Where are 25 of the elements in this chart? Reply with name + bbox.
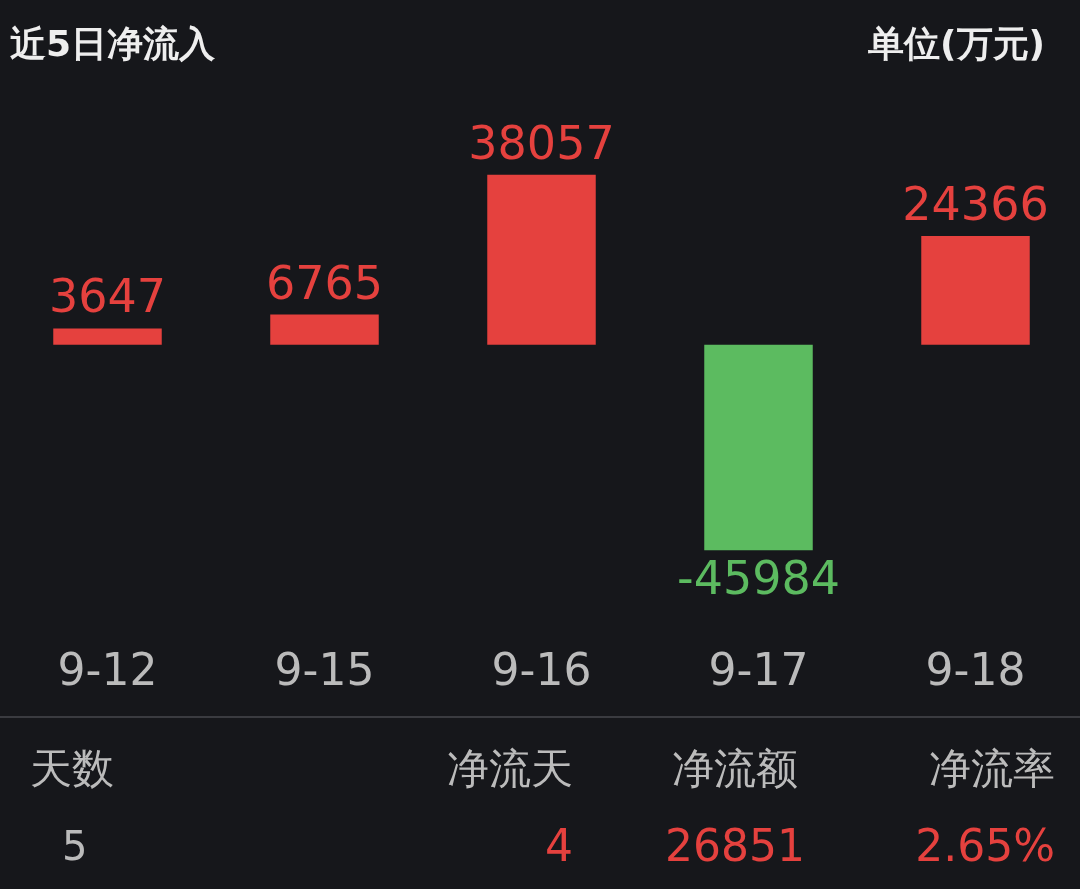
bar — [487, 174, 596, 345]
bar — [53, 328, 162, 345]
x-tick-label: 9-12 — [57, 644, 158, 695]
x-tick-label: 9-17 — [708, 644, 809, 695]
x-tick-label: 9-18 — [925, 644, 1026, 695]
x-tick-label: 9-16 — [491, 644, 592, 695]
x-tick-label: 9-15 — [274, 644, 375, 695]
text: 净流率 — [929, 744, 1055, 793]
bar — [270, 314, 379, 345]
data-label: 38057 — [468, 115, 615, 170]
data-label: 3647 — [48, 269, 167, 324]
bar — [704, 344, 813, 551]
text: 净流天 — [447, 744, 573, 793]
data-label: -45984 — [677, 551, 840, 606]
data-label: 24366 — [902, 176, 1049, 231]
text: 4 — [545, 820, 573, 871]
text: 天数 — [30, 744, 114, 793]
text: 5 — [62, 823, 88, 869]
data-label: 6765 — [265, 255, 384, 310]
text: 净流额 — [672, 744, 798, 793]
text: 2.65% — [915, 820, 1055, 871]
chart-title: 近5日净流入 — [10, 23, 217, 64]
text: 单位(万元) — [867, 23, 1045, 64]
text: 26851 — [665, 820, 805, 871]
bar — [921, 235, 1030, 345]
